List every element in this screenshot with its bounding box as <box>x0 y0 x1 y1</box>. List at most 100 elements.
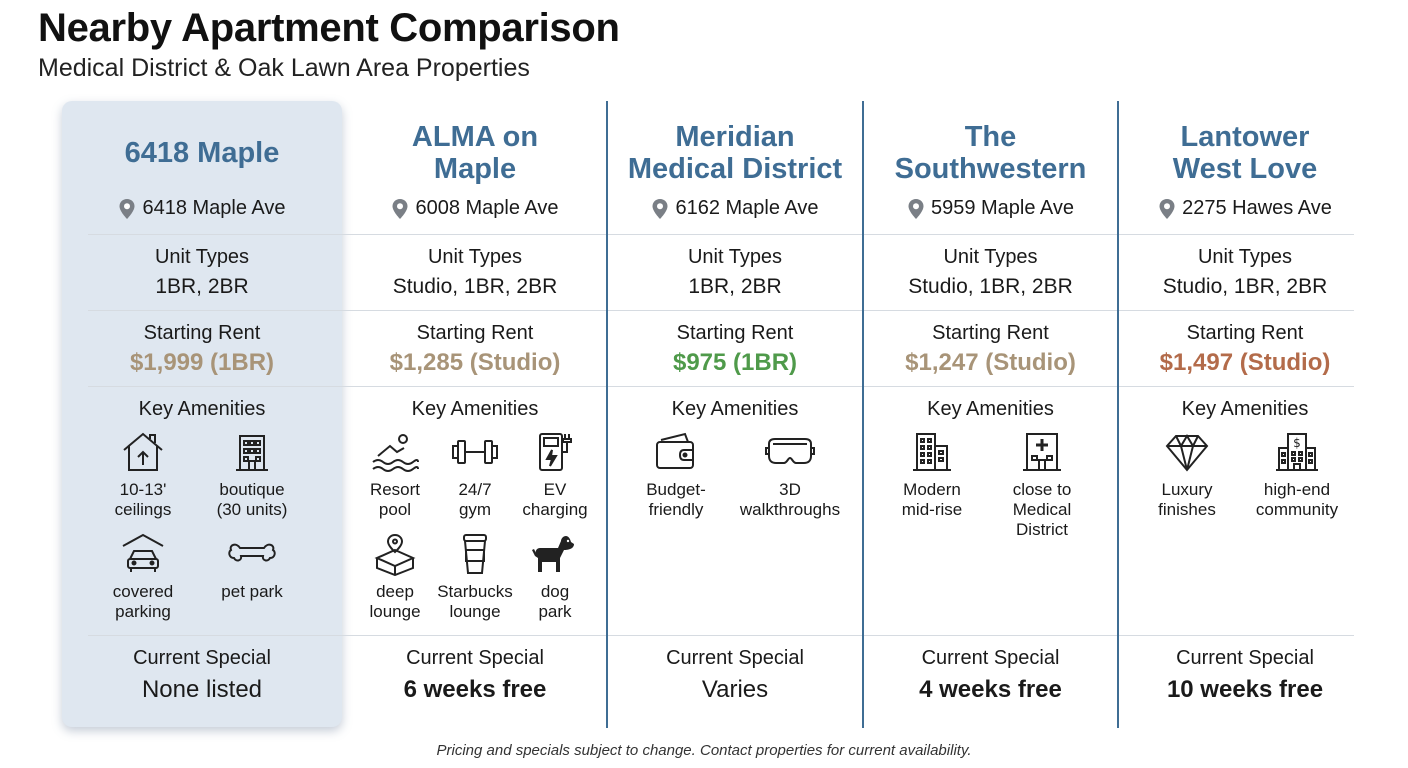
current-special-label: Current Special <box>133 647 271 669</box>
midrise-building-icon <box>913 433 951 471</box>
car-garage-icon <box>122 533 164 572</box>
amenity-label: Budget- <box>646 480 706 499</box>
page-subtitle: Medical District & Oak Lawn Area Propert… <box>38 54 530 82</box>
starting-rent-value: $1,999 (1BR) <box>129 349 275 376</box>
footer-disclaimer: Pricing and specials subject to change. … <box>436 742 972 759</box>
address-text: 6008 Maple Ave <box>415 197 559 219</box>
amenity-label: Modern <box>903 480 961 499</box>
row-divider <box>88 234 1354 235</box>
wallet-icon <box>656 432 694 469</box>
amenity-item: Starbucks lounge <box>430 532 520 622</box>
amenity-item: 3D walkthroughs <box>728 430 852 520</box>
amenity-label: friendly <box>648 500 704 519</box>
unit-types-value: Studio, 1BR, 2BR <box>1162 275 1328 298</box>
property-name: Meridian <box>675 121 795 153</box>
key-amenities-label: Key Amenities <box>927 398 1054 420</box>
vr-headset-icon <box>765 438 815 464</box>
unit-types-value: Studio, 1BR, 2BR <box>908 275 1073 298</box>
property-address: 6162 Maple Ave <box>608 197 862 220</box>
current-special-value: None listed <box>141 676 263 703</box>
amenity-label: 10-13' <box>119 480 167 499</box>
diamond-icon <box>1165 434 1209 472</box>
key-amenities-label: Key Amenities <box>138 398 266 420</box>
address-text: 6162 Maple Ave <box>675 197 819 219</box>
key-amenities-label: Key Amenities <box>1181 398 1309 420</box>
current-special-label: Current Special <box>406 647 544 669</box>
amenity-item: close to Medical District <box>994 430 1090 540</box>
property-address: 6008 Maple Ave <box>345 197 605 220</box>
amenity-label: covered <box>112 582 174 601</box>
amenity-label: park <box>538 602 572 621</box>
bank-building-icon: $ <box>1276 433 1318 471</box>
current-special-label: Current Special <box>1176 647 1314 669</box>
amenity-label: boutique <box>219 480 285 499</box>
unit-types-label: Unit Types <box>943 246 1038 268</box>
starting-rent-label: Starting Rent <box>676 322 794 344</box>
map-pin-icon <box>392 198 408 219</box>
amenity-label: charging <box>522 500 588 519</box>
amenity-label: dog <box>540 582 570 601</box>
property-name: Lantower <box>1180 121 1310 153</box>
building-icon <box>236 435 268 471</box>
amenity-label: Medical <box>1012 500 1072 519</box>
amenity-label: 3D <box>779 480 801 499</box>
amenity-label: Resort <box>369 480 421 499</box>
amenity-label: EV <box>543 480 567 499</box>
property-name: ALMA on <box>411 121 539 153</box>
amenity-item: EV charging <box>510 430 600 520</box>
hospital-icon <box>1023 433 1061 471</box>
amenity-label: pool <box>378 500 412 519</box>
column-divider <box>606 101 608 728</box>
amenity-item: covered parking <box>97 532 189 622</box>
key-amenities-label: Key Amenities <box>411 398 539 420</box>
amenity-item: pet park <box>198 532 306 602</box>
row-divider <box>88 310 1354 311</box>
property-column-6418-maple: 6418 Maple 6418 Maple Ave Unit Types 1BR… <box>62 101 342 728</box>
starting-rent-value: $1,247 (Studio) <box>905 349 1076 376</box>
property-address: 5959 Maple Ave <box>864 197 1117 220</box>
unit-types-value: 1BR, 2BR <box>688 275 782 298</box>
amenity-item: boutique (30 units) <box>198 430 306 520</box>
highlighted-property-card <box>62 101 342 727</box>
unit-types-label: Unit Types <box>687 246 783 268</box>
address-text: 2275 Hawes Ave <box>1182 197 1332 219</box>
amenity-item: Luxury finishes <box>1143 430 1231 520</box>
map-pin-icon <box>1159 198 1175 219</box>
current-special-value: 4 weeks free <box>919 676 1062 703</box>
dumbbell-icon <box>452 440 498 464</box>
amenity-item: Budget- friendly <box>628 430 724 520</box>
property-address: 6418 Maple Ave <box>62 197 342 220</box>
current-special-label: Current Special <box>666 647 804 669</box>
amenity-label: gym <box>458 500 492 519</box>
amenity-label: (30 units) <box>216 500 288 519</box>
amenity-label: walkthroughs <box>739 500 841 519</box>
amenity-label: Starbucks <box>437 582 513 601</box>
starting-rent-label: Starting Rent <box>416 322 534 344</box>
unit-types-label: Unit Types <box>154 246 250 268</box>
property-column-meridian-medical-district: Meridian Medical District 6162 Maple Ave… <box>608 101 862 728</box>
amenity-item: deep lounge <box>355 532 435 622</box>
row-divider <box>88 635 1354 636</box>
map-pin-icon <box>652 198 668 219</box>
svg-text:$: $ <box>1293 436 1301 450</box>
current-special-label: Current Special <box>921 647 1060 669</box>
map-pin-box-icon <box>374 533 416 576</box>
coffee-cup-icon <box>463 534 487 574</box>
unit-types-value: Studio, 1BR, 2BR <box>392 275 558 298</box>
starting-rent-label: Starting Rent <box>1186 322 1304 344</box>
amenity-label: finishes <box>1158 500 1216 519</box>
address-text: 5959 Maple Ave <box>930 197 1075 219</box>
starting-rent-value: $1,285 (Studio) <box>389 349 561 376</box>
ev-charger-icon <box>539 433 572 471</box>
unit-types-label: Unit Types <box>1197 246 1293 268</box>
amenity-item: 24/7 gym <box>435 430 515 520</box>
amenity-label: lounge <box>369 602 421 621</box>
bone-icon <box>228 543 276 562</box>
starting-rent-value: $1,497 (Studio) <box>1159 349 1331 376</box>
starting-rent-label: Starting Rent <box>932 322 1049 344</box>
column-divider <box>862 101 864 728</box>
map-pin-icon <box>908 198 924 219</box>
property-name: Southwestern <box>894 153 1087 185</box>
row-divider <box>88 386 1354 387</box>
column-divider <box>1117 101 1119 728</box>
